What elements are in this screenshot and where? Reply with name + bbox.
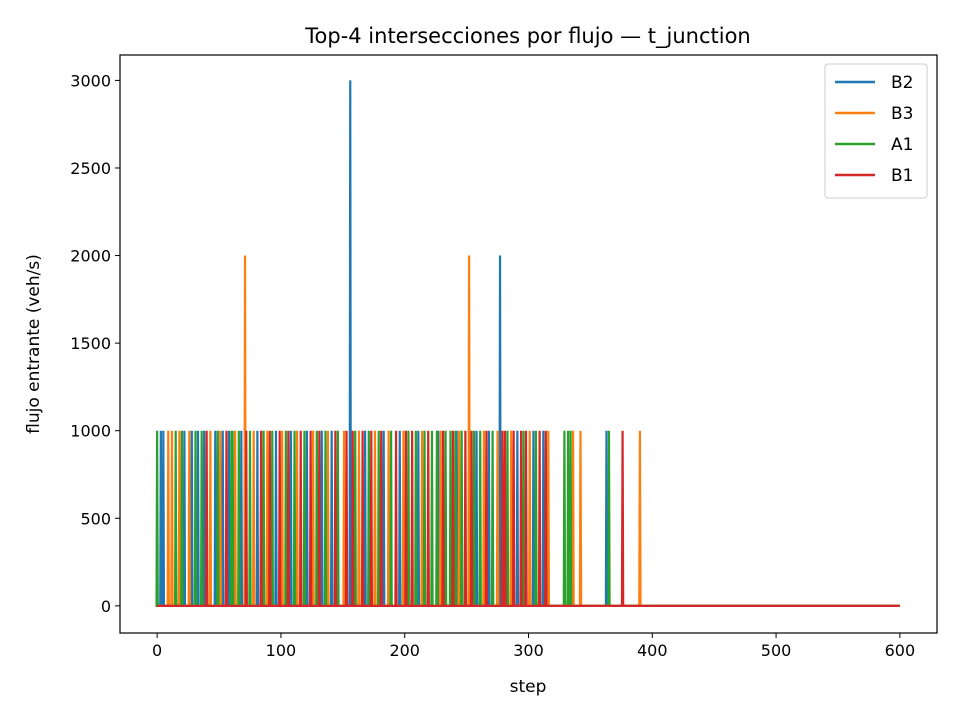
legend-box	[824, 63, 928, 199]
legend-label-a1: A1	[891, 135, 913, 155]
y-axis-label: flujo entrante (veh/s)	[24, 254, 44, 434]
legend-label-b3: B3	[891, 104, 913, 124]
y-tick-label: 0	[101, 597, 111, 616]
chart-title: Top-4 intersecciones por flujo — t_junct…	[304, 24, 750, 49]
x-tick-label: 600	[885, 641, 916, 660]
x-axis-label: step	[510, 677, 547, 697]
x-tick-label: 400	[637, 641, 668, 660]
y-tick-label: 1000	[70, 422, 111, 441]
y-tick-label: 2500	[70, 159, 111, 178]
x-tick-label: 500	[761, 641, 792, 660]
x-tick-label: 100	[266, 641, 297, 660]
y-tick-label: 1500	[70, 334, 111, 353]
y-tick-label: 2000	[70, 247, 111, 266]
x-tick-label: 0	[152, 641, 162, 660]
y-tick-label: 500	[80, 509, 111, 528]
y-axis-ticks: 0 500 1000 1500 2000 2500 3000	[70, 71, 120, 616]
legend-label-b1: B1	[891, 166, 913, 186]
series-line-a1	[155, 430, 900, 607]
legend: B2 B3 A1 B1	[824, 63, 928, 199]
y-tick-label: 3000	[70, 71, 111, 90]
series-line-b1	[157, 430, 900, 607]
legend-label-b2: B2	[891, 73, 913, 93]
x-axis-ticks: 0 100 200 300 400 500 600	[152, 633, 915, 660]
plot-lines	[155, 80, 900, 607]
x-tick-label: 300	[513, 641, 544, 660]
x-tick-label: 200	[389, 641, 420, 660]
